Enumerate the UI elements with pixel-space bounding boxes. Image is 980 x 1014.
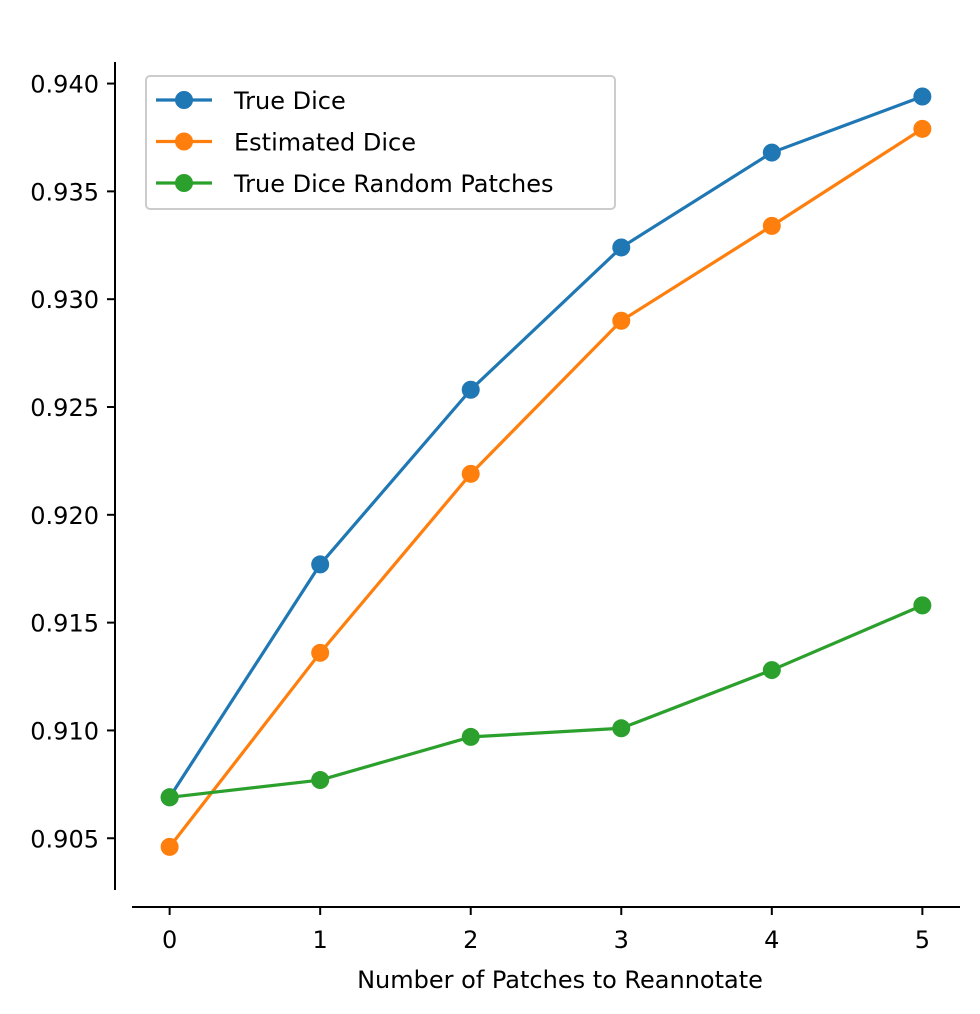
data-point [612, 238, 631, 257]
data-point [160, 837, 179, 856]
data-point [762, 143, 781, 162]
x-tick-label: 5 [915, 926, 930, 954]
legend-marker [175, 174, 193, 192]
y-tick-label: 0.910 [30, 717, 99, 745]
data-point [913, 596, 932, 615]
data-point [913, 87, 932, 106]
legend-label: True Dice [233, 87, 346, 115]
y-tick-label: 0.920 [30, 502, 99, 530]
data-point [461, 464, 480, 483]
series-line [168, 127, 924, 848]
data-point [762, 216, 781, 235]
series-line [169, 603, 923, 799]
series-2 [160, 596, 932, 807]
legend-label: True Dice Random Patches [233, 170, 554, 198]
y-tick-label: 0.935 [30, 178, 99, 206]
data-point [612, 311, 631, 330]
legend-label: Estimated Dice [234, 129, 416, 157]
x-tick-label: 3 [614, 926, 629, 954]
data-point [461, 727, 480, 746]
x-tick-label: 0 [162, 926, 177, 954]
x-tick-label: 4 [764, 926, 779, 954]
legend-marker [175, 132, 193, 151]
series-line [168, 95, 923, 799]
axes: 0.905 0.910 0.915 0.920 0.925 0.930 0.935 0.940… [30, 62, 960, 954]
y-tick-label: 0.940 [30, 71, 99, 99]
data-point [311, 771, 330, 790]
data-point [913, 119, 932, 138]
data-point [160, 788, 179, 807]
x-tick-label: 1 [313, 926, 328, 954]
legend-box [145, 75, 616, 210]
data-point [461, 380, 480, 399]
data-point [311, 643, 330, 662]
legend-item: Estimated Dice [156, 129, 416, 157]
y-tick-label: 0.930 [30, 286, 99, 314]
y-tick-label: 0.915 [30, 610, 99, 638]
x-axis-label: Number of Patches to Reannotate [357, 966, 763, 994]
data-point [612, 719, 631, 738]
series-lines [160, 87, 932, 856]
legend: True Dice Estimated Dice True Dice Random … [145, 75, 616, 210]
data-point [311, 555, 330, 574]
legend-item: True Dice Random Patches [156, 170, 554, 198]
y-tick-label: 0.905 [30, 825, 99, 853]
series-1 [160, 119, 932, 856]
x-tick-label: 2 [463, 926, 478, 954]
legend-item: True Dice [156, 87, 346, 115]
data-point [762, 661, 781, 680]
y-tick-label: 0.925 [30, 394, 99, 422]
legend-marker [175, 91, 193, 109]
